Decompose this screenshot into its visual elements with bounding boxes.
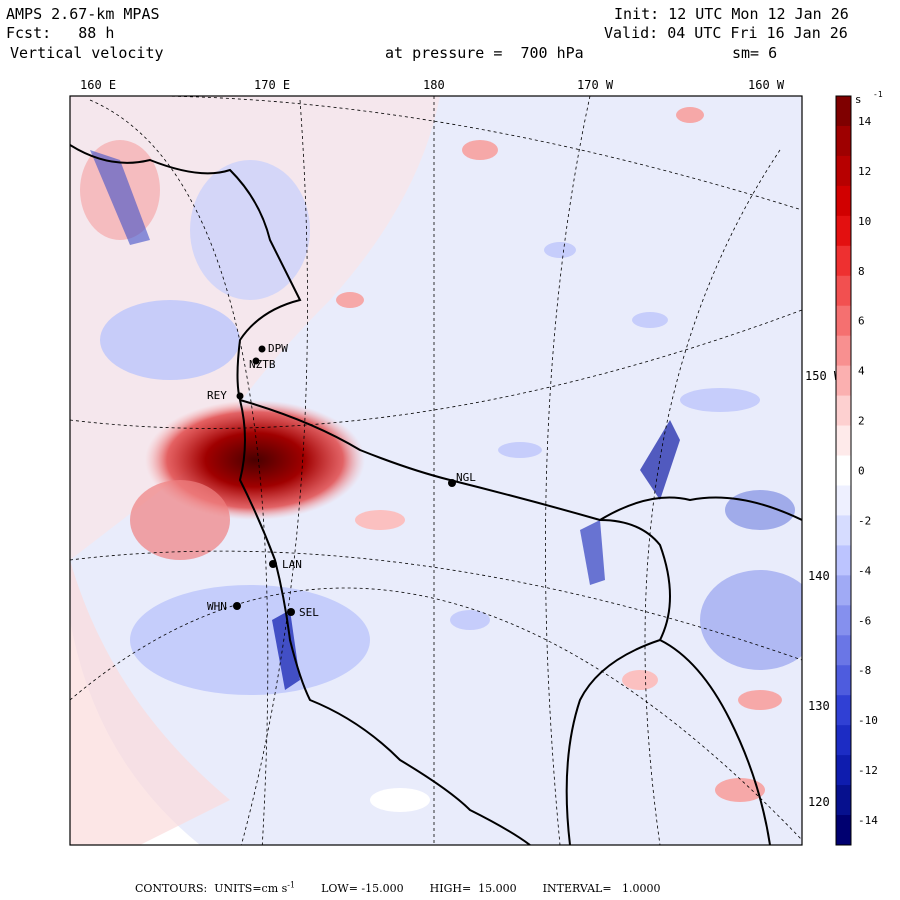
lon-label-170e: 170 E <box>254 78 290 92</box>
colorbar-tick-label: 2 <box>858 415 865 428</box>
smoothing-value: sm= 6 <box>732 44 778 62</box>
downdraft-streak-1 <box>640 420 680 500</box>
colorbar-border <box>835 95 852 846</box>
station-label-ngl: NGL <box>456 471 476 484</box>
footer-contours: CONTOURS: UNITS=cm s <box>135 881 288 895</box>
colorbar-tick-label: -4 <box>858 564 872 577</box>
station-dot-sel <box>287 608 295 616</box>
colorbar-swatch <box>836 815 851 846</box>
init-time: Init: 12 UTC Mon 12 Jan 26 <box>614 5 849 23</box>
lon-label-180: 180 <box>423 78 445 92</box>
footer-low: LOW= -15.000 <box>321 881 404 895</box>
colorbar-swatch <box>836 455 851 486</box>
colorbar-swatch <box>836 365 851 397</box>
colorbar-swatch <box>836 96 851 127</box>
contour-footer: CONTOURS: UNITS=cm s-1 LOW= -15.000 HIGH= … <box>135 880 687 895</box>
station-label-dpw: DPW <box>268 342 288 355</box>
cool-patch-north <box>190 160 310 300</box>
colorbar-swatch <box>836 575 851 606</box>
station-label-lan: LAN <box>282 558 302 571</box>
colorbar-swatch <box>836 635 851 666</box>
colorbar-ticks: 14 12 10 8 6 4 2 0 -2 -4 -6 -8 -10 -12 -14 <box>858 115 878 827</box>
graticule <box>70 96 802 845</box>
station-dot-rey <box>236 392 244 400</box>
colorbar-swatch <box>836 395 851 427</box>
cool-patch-west <box>100 300 240 380</box>
colorbar-swatch <box>836 335 851 367</box>
station-dot-dpw <box>258 345 266 353</box>
colorbar-tick-label: 6 <box>858 315 865 328</box>
downdraft-streak-3 <box>272 610 300 690</box>
station-dot-ngl <box>448 479 456 487</box>
footer-interval: INTERVAL= 1.0000 <box>542 881 661 895</box>
colorbar-tick-label: 8 <box>858 265 865 278</box>
station-dot-whn <box>233 602 241 610</box>
valid-time: Valid: 04 UTC Fri 16 Jan 26 <box>604 24 848 42</box>
downdraft-streak-4 <box>90 150 150 245</box>
station-markers: DPW NZTB REY NGL LAN WHN SEL <box>207 342 476 619</box>
colorbar-swatch <box>836 275 851 307</box>
model-title: AMPS 2.67-km MPAS <box>6 5 160 23</box>
colorbar-tick-label: 12 <box>858 165 871 178</box>
station-dot-nztb <box>252 357 260 365</box>
lon-label-160e: 160 E <box>80 78 116 92</box>
colorbar-swatch <box>836 485 851 516</box>
colorbar-swatch <box>836 785 851 816</box>
colorbar-swatch <box>836 155 851 187</box>
colorbar-unit-exponent: -1 <box>873 90 883 99</box>
footer-units-exponent: -1 <box>287 880 296 889</box>
lon-label-170w: 170 W <box>577 78 614 92</box>
colorbar-swatch <box>836 545 851 576</box>
scattered-cells <box>336 107 795 812</box>
downdraft-streak-2 <box>580 520 605 585</box>
station-label-whn: WHN <box>207 600 227 613</box>
station-label-nztb: NZTB <box>249 358 276 371</box>
map-panel <box>69 95 803 846</box>
colorbar-swatch <box>836 185 851 217</box>
colorbar-tick-label: 14 <box>858 115 872 128</box>
forecast-hour: Fcst: 88 h <box>6 24 115 42</box>
lat-label-150w: 150 W <box>805 369 842 383</box>
colorbar-tick-label: -6 <box>858 614 871 627</box>
colorbar-swatch <box>836 425 851 457</box>
colorbar-swatch <box>836 665 851 696</box>
colorbar-swatch <box>836 725 851 756</box>
coastline <box>70 144 802 845</box>
cool-patch-south <box>130 585 370 695</box>
station-label-rey: REY <box>207 389 227 402</box>
pressure-level: at pressure = 700 hPa <box>385 44 584 62</box>
colorbar-swatch <box>836 695 851 726</box>
colorbar-tick-label: -12 <box>858 764 878 777</box>
footer-high: HIGH= 15.000 <box>429 881 517 895</box>
colorbar-tick-label: -14 <box>858 814 878 827</box>
colorbar-swatch <box>836 215 851 247</box>
updraft-tail <box>130 480 230 560</box>
cool-patch-east <box>700 570 802 670</box>
colorbar-swatch <box>836 245 851 277</box>
colorbar-tick-label: -8 <box>858 664 871 677</box>
colorbar-swatch <box>836 755 851 786</box>
colorbar-tick-label: -10 <box>858 714 878 727</box>
colorbar-tick-label: 10 <box>858 215 871 228</box>
station-label-sel: SEL <box>299 606 319 619</box>
field-name: Vertical velocity <box>10 44 164 62</box>
colorbar-swatch <box>836 305 851 337</box>
colorbar-swatch <box>836 515 851 546</box>
colorbar-tick-label: -2 <box>858 514 871 527</box>
colorbar-tick-label: 0 <box>858 465 865 478</box>
station-dot-lan <box>269 560 277 568</box>
map-border <box>69 95 803 846</box>
colorbar-tick-label: 4 <box>858 365 865 378</box>
colorbar-swatch <box>836 605 851 636</box>
colorbar-swatch <box>836 125 851 157</box>
sea-region <box>70 560 230 845</box>
colorbar-swatches <box>836 96 851 846</box>
longitude-axis: 160 E 170 E 180 170 W 160 W <box>80 78 785 92</box>
lon-label-160w: 160 W <box>748 78 785 92</box>
